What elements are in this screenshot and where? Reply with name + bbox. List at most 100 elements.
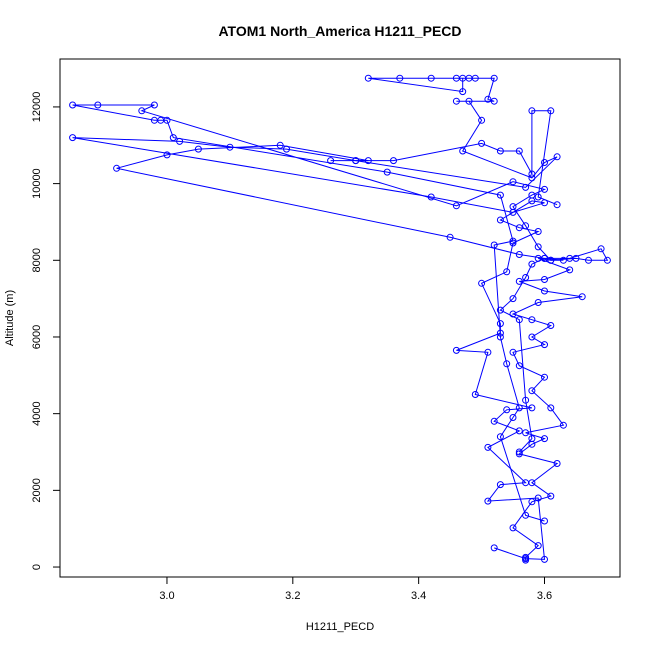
data-point — [113, 164, 121, 172]
data-point — [528, 404, 536, 412]
y-axis-label: Altitude (m) — [4, 290, 16, 346]
data-point — [503, 406, 511, 414]
data-point — [163, 151, 171, 159]
data-point — [528, 333, 536, 341]
data-point — [559, 421, 567, 429]
y-tick-label: 8000 — [31, 248, 43, 272]
x-axis-label: H1211_PECD — [306, 621, 374, 633]
data-point — [496, 147, 504, 155]
data-point — [352, 157, 360, 165]
data-point — [515, 450, 523, 458]
data-point — [541, 287, 548, 295]
data-point — [496, 433, 504, 441]
x-axis: 3.0 3.2 3.4 3.6 — [159, 576, 552, 602]
data-point — [515, 224, 523, 232]
data-point — [541, 199, 548, 207]
data-point — [528, 316, 536, 324]
data-point — [534, 228, 542, 235]
data-point — [547, 322, 555, 329]
data-point — [541, 185, 548, 193]
series-1 — [113, 74, 611, 564]
data-point — [364, 74, 372, 82]
series-3 — [69, 101, 567, 525]
data-point — [459, 147, 467, 155]
data-point — [276, 141, 284, 149]
data-point — [163, 116, 171, 124]
data-point — [541, 254, 548, 262]
data-point — [138, 107, 146, 115]
data-point — [509, 295, 517, 303]
data-point — [541, 276, 548, 283]
data-point — [478, 279, 486, 287]
data-point — [496, 191, 504, 199]
data-point — [496, 216, 504, 224]
data-point — [522, 222, 530, 230]
y-tick-label: 0 — [31, 564, 43, 570]
data-point — [194, 145, 202, 153]
data-point — [534, 299, 542, 306]
data-point — [509, 524, 517, 532]
data-point — [509, 178, 517, 186]
data-point — [522, 429, 530, 437]
y-tick-label: 12000 — [31, 92, 43, 123]
data-point — [459, 88, 467, 96]
series-line — [72, 110, 558, 560]
data-point — [541, 341, 548, 349]
x-tick-label: 3.6 — [537, 590, 552, 602]
data-point — [522, 274, 530, 281]
data-point — [490, 417, 498, 425]
data-point — [169, 134, 177, 142]
data-point — [471, 391, 479, 398]
series-line — [72, 104, 564, 522]
data-point — [496, 320, 504, 328]
data-point — [484, 348, 492, 356]
data-point — [522, 511, 530, 519]
data-point — [509, 414, 517, 421]
y-tick-label: 6000 — [31, 325, 43, 349]
data-point — [553, 201, 561, 209]
data-point — [515, 448, 523, 456]
data-point — [515, 316, 523, 324]
y-tick-label: 2000 — [31, 478, 43, 502]
y-axis: 0 2000 4000 6000 8000 10000 12000 — [31, 92, 61, 570]
data-point — [283, 145, 290, 153]
data-point — [541, 373, 548, 381]
data-point — [585, 256, 592, 264]
data-point — [509, 237, 517, 245]
data-point — [484, 95, 492, 103]
data-point — [522, 555, 530, 563]
data-point — [559, 256, 567, 264]
data-point — [427, 74, 435, 82]
chart-title: ATOM1 North_America H1211_PECD — [218, 23, 461, 39]
data-point — [478, 139, 486, 147]
data-point — [515, 404, 523, 412]
data-point — [534, 494, 542, 502]
data-point — [534, 243, 542, 251]
data-point — [515, 251, 523, 258]
data-point — [522, 479, 530, 487]
data-point — [484, 497, 492, 505]
series-layer — [69, 74, 611, 564]
data-point — [490, 97, 498, 105]
data-point — [541, 555, 548, 563]
data-point — [528, 387, 536, 395]
data-point — [515, 147, 523, 155]
data-point — [515, 277, 523, 285]
data-point — [547, 404, 555, 412]
data-point — [547, 492, 555, 500]
data-point — [528, 191, 536, 199]
data-point — [603, 256, 611, 264]
series-2 — [69, 107, 561, 563]
series-line — [116, 77, 609, 561]
data-point — [528, 174, 536, 182]
data-point — [597, 245, 605, 253]
data-point — [566, 254, 574, 262]
data-point — [327, 157, 335, 165]
data-point — [452, 97, 460, 105]
x-tick-label: 3.2 — [285, 590, 300, 602]
data-point — [528, 170, 536, 178]
data-point — [383, 168, 391, 176]
data-point — [528, 107, 536, 115]
